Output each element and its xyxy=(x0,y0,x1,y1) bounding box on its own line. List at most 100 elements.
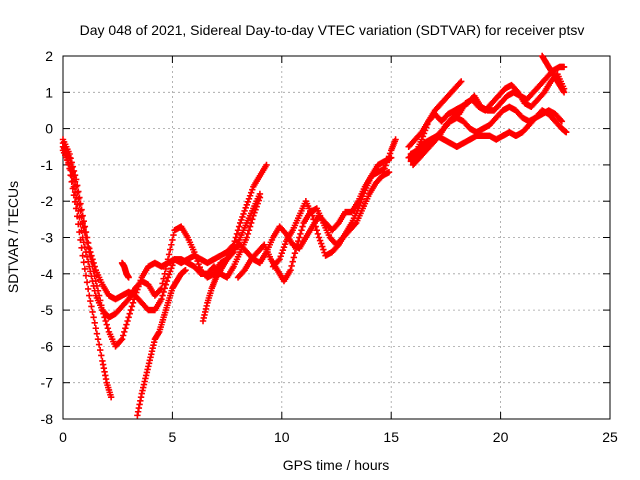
data-point xyxy=(91,263,98,270)
data-point xyxy=(245,227,253,234)
data-point xyxy=(72,205,80,212)
data-point xyxy=(67,171,74,179)
data-point xyxy=(158,296,165,303)
data-point xyxy=(79,212,86,219)
data-point xyxy=(93,330,101,337)
data-point xyxy=(239,213,246,221)
data-point xyxy=(103,321,110,328)
data-point xyxy=(86,292,93,299)
data-point xyxy=(80,259,87,266)
x-axis-tick-labels: 0 5 10 15 20 25 xyxy=(59,429,618,445)
data-point xyxy=(392,136,399,143)
data-point xyxy=(90,282,97,290)
data-point xyxy=(277,253,284,260)
data-point xyxy=(279,247,287,254)
data-point xyxy=(82,272,90,279)
data-point xyxy=(245,195,253,202)
series-3 xyxy=(59,147,264,321)
data-point xyxy=(288,262,295,270)
data-point xyxy=(297,230,304,238)
data-point xyxy=(278,250,285,257)
y-axis-title: SDTVAR / TECUs xyxy=(5,181,21,293)
data-point xyxy=(129,299,137,307)
data-point xyxy=(70,191,78,199)
data-point xyxy=(117,337,125,344)
data-point xyxy=(90,314,97,321)
data-point xyxy=(383,159,391,166)
data-point xyxy=(122,325,129,332)
data-point xyxy=(87,297,94,305)
series-6 xyxy=(118,259,132,281)
data-point xyxy=(75,220,82,228)
x-tick-label: 5 xyxy=(169,429,177,445)
axis-ticks xyxy=(62,55,611,420)
x-tick-label: 0 xyxy=(59,429,67,445)
data-point xyxy=(98,352,105,359)
data-point xyxy=(162,265,170,273)
data-point xyxy=(162,281,170,288)
y-axis-tick-labels: -8 -7 -6 -5 -4 -3 -2 -1 0 1 2 xyxy=(41,48,54,427)
data-point xyxy=(87,268,94,275)
data-point xyxy=(313,227,321,234)
y-tick-label: -7 xyxy=(41,375,54,391)
data-point xyxy=(160,288,167,296)
data-point xyxy=(160,275,167,282)
data-point xyxy=(89,277,96,285)
data-point xyxy=(244,230,252,238)
data-point xyxy=(295,237,302,245)
data-point xyxy=(458,78,465,85)
data-point xyxy=(238,216,245,224)
data-point xyxy=(158,285,165,292)
data-point xyxy=(92,325,100,332)
data-point xyxy=(560,63,568,71)
data-point xyxy=(94,335,102,343)
data-point xyxy=(249,186,256,193)
data-point xyxy=(315,234,323,241)
data-point xyxy=(290,254,298,261)
data-point xyxy=(128,303,136,310)
data-point xyxy=(80,217,87,225)
data-point xyxy=(89,308,96,316)
data-point xyxy=(84,285,92,293)
data-point xyxy=(91,287,98,294)
data-point xyxy=(276,256,283,263)
data-point xyxy=(88,273,95,280)
data-point xyxy=(88,303,95,310)
data-point xyxy=(72,176,80,183)
data-point xyxy=(293,241,301,248)
data-point xyxy=(167,246,174,253)
series-7 xyxy=(199,154,395,325)
data-point xyxy=(61,148,69,155)
data-point xyxy=(163,260,171,268)
data-point xyxy=(292,245,300,253)
data-point xyxy=(71,198,79,206)
y-tick-label: -6 xyxy=(41,338,54,354)
data-point xyxy=(275,257,282,264)
data-point xyxy=(159,292,166,299)
data-point xyxy=(89,256,96,263)
data-point xyxy=(164,274,172,281)
data-points xyxy=(59,52,570,419)
y-tick-label: -4 xyxy=(41,266,54,282)
data-point xyxy=(233,230,241,238)
data-point xyxy=(168,265,175,272)
y-tick-label: -3 xyxy=(41,230,54,246)
data-point xyxy=(91,319,98,327)
data-point xyxy=(319,243,326,250)
data-point xyxy=(126,310,133,317)
x-tick-label: 20 xyxy=(493,429,509,445)
data-point xyxy=(418,136,426,143)
data-point xyxy=(59,139,67,147)
data-point xyxy=(356,202,363,209)
series-9 xyxy=(269,136,399,270)
data-point xyxy=(312,223,319,230)
data-point xyxy=(90,259,97,267)
data-point xyxy=(95,341,103,348)
chart-title: Day 048 of 2021, Sidereal Day-to-day VTE… xyxy=(80,22,585,38)
x-tick-label: 15 xyxy=(383,429,399,445)
data-point xyxy=(247,189,255,196)
data-point xyxy=(385,168,393,176)
data-point xyxy=(563,129,570,136)
data-point xyxy=(79,252,86,259)
